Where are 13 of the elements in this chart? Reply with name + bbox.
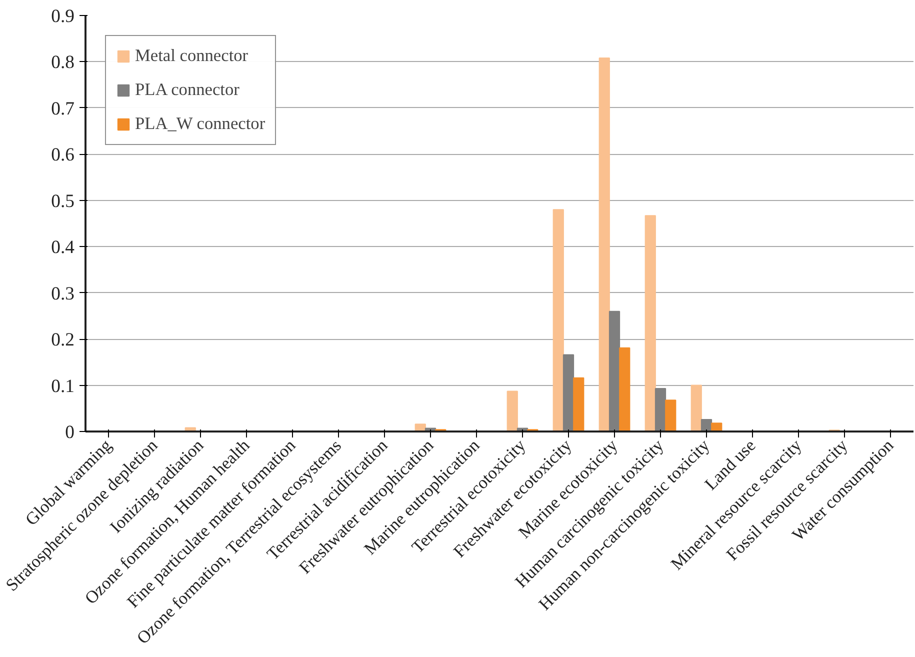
y-tick-label: 0.1	[51, 376, 75, 397]
y-tick-label: 0.3	[51, 283, 75, 304]
y-tick-label: 0.6	[51, 144, 75, 166]
legend-label: Metal connector	[135, 46, 248, 66]
y-tick-label: 0.4	[51, 237, 76, 258]
y-tick-label: 0	[65, 422, 74, 443]
y-tick-label: 0.8	[51, 52, 75, 74]
legend-label: PLA connector	[135, 80, 240, 100]
y-tick-label: 0.9	[51, 6, 75, 27]
y-tick-label: 0.2	[51, 330, 75, 351]
y-tick-label: 0.7	[51, 98, 75, 120]
legend-label: PLA_W connector	[135, 114, 266, 134]
y-tick-label: 0.5	[51, 190, 75, 212]
